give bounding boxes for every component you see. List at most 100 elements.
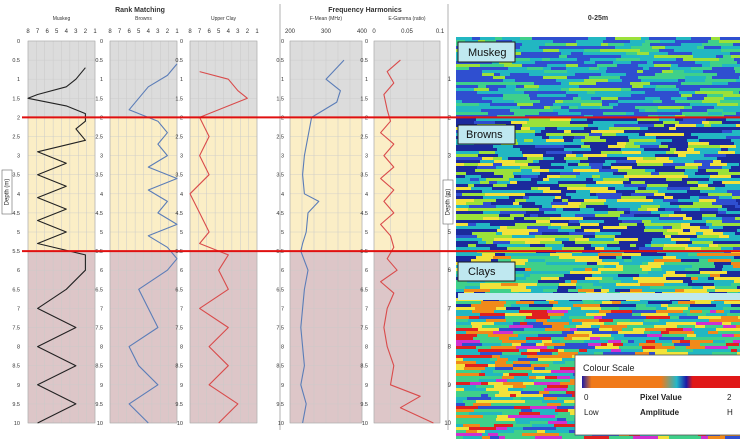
depth-tick-label: 3.5 (360, 173, 368, 179)
radar-pixel (514, 229, 538, 232)
radar-pixel (735, 178, 740, 181)
radar-pixel (617, 64, 623, 67)
radar-pixel (618, 304, 636, 307)
radar-pixel (716, 310, 724, 313)
radar-pixel (596, 181, 623, 184)
radar-pixel (658, 106, 684, 109)
radar-pixel (718, 331, 740, 334)
radar-pixel (603, 178, 629, 181)
radar-pixel (531, 40, 553, 43)
radar-pixel (584, 142, 601, 145)
radar-pixel (603, 226, 610, 229)
radar-pixel (528, 109, 553, 112)
radar-pixel (635, 352, 649, 355)
radar-pixel (499, 334, 518, 337)
radar-pixel (733, 43, 740, 46)
radar-pixel (570, 133, 589, 136)
radar-pixel (722, 217, 735, 220)
radar-pixel (655, 154, 678, 157)
radar-pixel (709, 319, 729, 322)
track-frame (109, 40, 178, 424)
radar-pixel (649, 67, 670, 70)
radar-pixel (736, 79, 740, 82)
radar-pixel (684, 106, 692, 109)
radar-pixel (600, 106, 613, 109)
radar-pixel (615, 136, 628, 139)
depth-tick-label: 6.5 (175, 287, 183, 293)
radar-pixel (555, 262, 580, 265)
radar-pixel (471, 187, 492, 190)
radar-pixel (648, 301, 672, 304)
radar-pixel (681, 259, 699, 262)
depth-tick-label: 3 (17, 154, 20, 160)
radar-pixel (728, 73, 740, 76)
radar-pixel (630, 82, 650, 85)
radar-pixel (550, 58, 577, 61)
radar-pixel (686, 154, 704, 157)
radar-pixel (641, 205, 651, 208)
radar-pixel (621, 196, 646, 199)
radar-pixel (551, 256, 559, 259)
radar-pixel (503, 118, 529, 121)
radar-pixel (549, 124, 568, 127)
radar-pixel (600, 94, 611, 97)
radar-pixel (716, 55, 723, 58)
radar-pixel (600, 304, 618, 307)
radar-pixel (629, 205, 641, 208)
radar-pixel (676, 58, 683, 61)
radar-pixel (573, 169, 599, 172)
radar-pixel (656, 271, 666, 274)
radar-pixel (491, 259, 498, 262)
radar-pixel (478, 349, 496, 352)
radar-depth-tick: 3 (448, 154, 452, 160)
radar-pixel (636, 136, 656, 139)
radar-pixel (651, 172, 659, 175)
radar-pixel (679, 121, 702, 124)
radar-pixel (654, 325, 677, 328)
radar-pixel (600, 175, 624, 178)
radar-pixel (515, 271, 525, 274)
depth-tick-label: 0 (365, 39, 368, 45)
radar-pixel (456, 397, 467, 400)
radar-pixel (683, 310, 690, 313)
radar-pixel (683, 280, 692, 283)
radar-pixel (572, 151, 586, 154)
radar-pixel (668, 166, 675, 169)
radar-pixel (524, 319, 536, 322)
radar-pixel (463, 436, 482, 439)
radar-pixel (529, 247, 552, 250)
radar-pixel (621, 349, 643, 352)
radar-pixel (662, 343, 674, 346)
radar-pixel (518, 49, 543, 52)
radar-pixel (640, 127, 648, 130)
radar-pixel (621, 166, 632, 169)
radar-pixel (496, 418, 515, 421)
radar-pixel (667, 187, 690, 190)
radar-pixel (709, 244, 718, 247)
radar-pixel (688, 193, 708, 196)
radar-pixel (553, 199, 562, 202)
radar-pixel (643, 67, 649, 70)
radar-pixel (627, 226, 645, 229)
radar-pixel (706, 220, 722, 223)
radar-pixel (735, 232, 740, 235)
radar-pixel (619, 307, 627, 310)
radar-pixel (700, 190, 727, 193)
radar-pixel (690, 223, 706, 226)
radar-pixel (502, 352, 521, 355)
radar-pixel (645, 97, 660, 100)
log-track-2: Upper Clay8765432100.511.522.533.544.555… (175, 16, 259, 427)
radar-pixel (731, 304, 740, 307)
radar-pixel (510, 109, 528, 112)
radar-pixel (525, 400, 542, 403)
radar-pixel (527, 322, 543, 325)
radar-pixel (550, 316, 561, 319)
radar-pixel (566, 43, 577, 46)
radar-pixel (694, 331, 708, 334)
radar-pixel (496, 166, 520, 169)
depth-tick-label: 4.5 (12, 211, 20, 217)
radar-pixel (456, 253, 482, 256)
radar-pixel (486, 388, 508, 391)
radar-pixel (644, 229, 667, 232)
